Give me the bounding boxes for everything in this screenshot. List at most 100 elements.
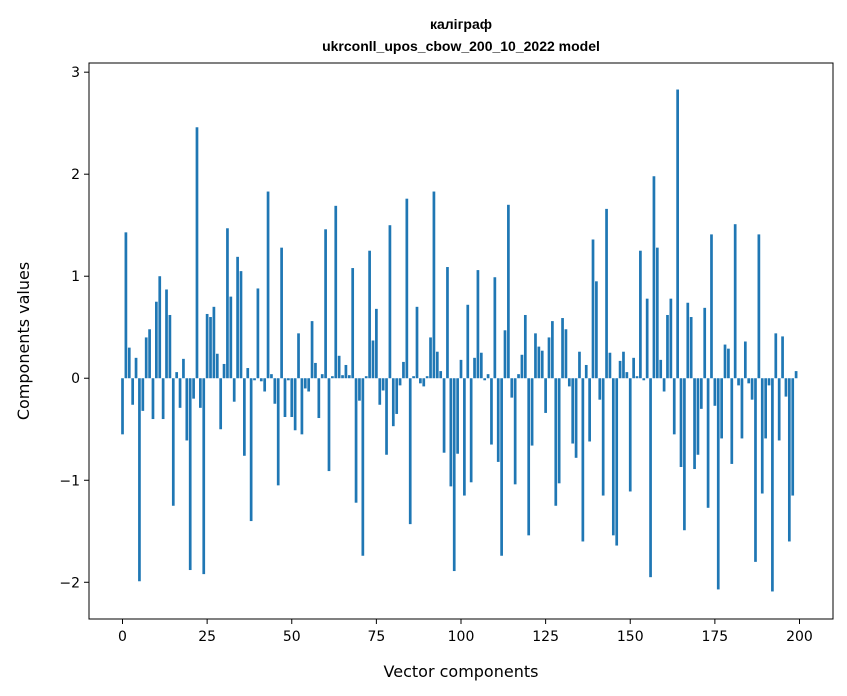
bar-94 bbox=[439, 371, 443, 379]
bar-97 bbox=[449, 378, 453, 487]
bar-50 bbox=[290, 378, 294, 418]
bar-136 bbox=[581, 378, 585, 542]
x-tick-label: 125 bbox=[532, 629, 559, 645]
bar-114 bbox=[507, 204, 510, 379]
bar-92 bbox=[432, 191, 436, 379]
bar-148 bbox=[622, 351, 625, 379]
bar-14 bbox=[168, 314, 172, 379]
bar-83 bbox=[402, 361, 405, 379]
bar-124 bbox=[540, 350, 544, 379]
y-tick-label: 2 bbox=[71, 167, 80, 183]
bar-54 bbox=[303, 378, 307, 389]
bar-40 bbox=[256, 288, 260, 379]
bar-46 bbox=[276, 378, 280, 486]
bar-191 bbox=[767, 378, 771, 386]
bar-49 bbox=[287, 378, 290, 381]
bar-166 bbox=[683, 378, 686, 531]
bar-68 bbox=[351, 268, 355, 379]
bar-41 bbox=[259, 378, 263, 382]
bar-33 bbox=[232, 378, 236, 402]
bar-91 bbox=[429, 337, 432, 379]
bar-139 bbox=[591, 239, 595, 379]
bar-1 bbox=[124, 232, 128, 379]
bar-105 bbox=[476, 270, 480, 379]
bar-27 bbox=[212, 306, 216, 379]
y-axis: −2 −1 0 1 2 3 bbox=[59, 65, 89, 591]
bar-69 bbox=[354, 378, 358, 503]
bar-31 bbox=[226, 228, 229, 379]
bar-56 bbox=[310, 321, 314, 379]
bar-182 bbox=[737, 378, 740, 386]
bar-150 bbox=[628, 378, 632, 492]
bar-29 bbox=[219, 378, 223, 430]
bar-22 bbox=[195, 127, 199, 379]
bar-163 bbox=[672, 378, 676, 435]
bar-66 bbox=[344, 364, 348, 379]
bar-19 bbox=[185, 378, 189, 441]
bar-132 bbox=[567, 378, 571, 387]
bar-145 bbox=[611, 378, 615, 536]
bar-85 bbox=[408, 378, 412, 525]
bar-111 bbox=[496, 378, 500, 462]
x-tick-label: 200 bbox=[786, 629, 813, 645]
bar-93 bbox=[435, 351, 439, 379]
bar-57 bbox=[314, 362, 317, 379]
bar-52 bbox=[297, 333, 300, 379]
bar-3 bbox=[131, 378, 135, 405]
bar-135 bbox=[578, 351, 581, 379]
bar-87 bbox=[415, 306, 419, 379]
bar-181 bbox=[733, 224, 737, 379]
bar-4 bbox=[134, 357, 138, 379]
y-tick-label: 0 bbox=[71, 371, 80, 387]
bar-103 bbox=[469, 378, 473, 483]
bar-176 bbox=[716, 378, 720, 590]
bar-26 bbox=[209, 317, 212, 379]
bar-190 bbox=[764, 378, 767, 439]
bar-116 bbox=[513, 378, 517, 485]
bar-125 bbox=[544, 378, 547, 413]
bar-196 bbox=[784, 378, 788, 397]
bar-28 bbox=[215, 353, 219, 379]
bar-199 bbox=[794, 371, 798, 379]
bar-62 bbox=[331, 376, 334, 379]
bar-162 bbox=[669, 298, 673, 379]
bar-12 bbox=[161, 378, 165, 420]
bar-20 bbox=[188, 378, 192, 571]
bar-126 bbox=[547, 337, 551, 379]
bars bbox=[121, 89, 798, 592]
bar-164 bbox=[676, 89, 679, 379]
bar-172 bbox=[703, 307, 707, 379]
bar-107 bbox=[483, 378, 487, 381]
bar-141 bbox=[598, 378, 602, 400]
bar-186 bbox=[750, 378, 754, 400]
x-tick-label: 75 bbox=[367, 629, 385, 645]
bar-80 bbox=[391, 378, 395, 427]
bar-155 bbox=[645, 298, 649, 379]
bar-170 bbox=[696, 378, 700, 455]
bar-35 bbox=[239, 271, 243, 379]
bar-129 bbox=[557, 378, 561, 484]
bar-23 bbox=[199, 378, 202, 408]
bar-174 bbox=[710, 234, 713, 379]
x-tick-label: 0 bbox=[118, 629, 127, 645]
bar-24 bbox=[202, 378, 206, 575]
bar-11 bbox=[158, 276, 162, 379]
bar-173 bbox=[706, 378, 710, 508]
bar-194 bbox=[777, 378, 781, 441]
bar-159 bbox=[659, 359, 663, 379]
bar-60 bbox=[324, 229, 327, 379]
plot-frame bbox=[88, 62, 834, 620]
bar-96 bbox=[446, 267, 449, 379]
bar-71 bbox=[361, 378, 365, 556]
bar-167 bbox=[686, 302, 690, 379]
bar-198 bbox=[791, 378, 795, 496]
bar-152 bbox=[635, 376, 639, 379]
bar-82 bbox=[398, 378, 402, 386]
bar-197 bbox=[787, 378, 791, 542]
bar-165 bbox=[679, 378, 683, 467]
bar-53 bbox=[300, 378, 304, 435]
chart-title-line-1: калiграф bbox=[430, 16, 492, 32]
bar-192 bbox=[771, 378, 774, 592]
bar-78 bbox=[385, 378, 388, 455]
